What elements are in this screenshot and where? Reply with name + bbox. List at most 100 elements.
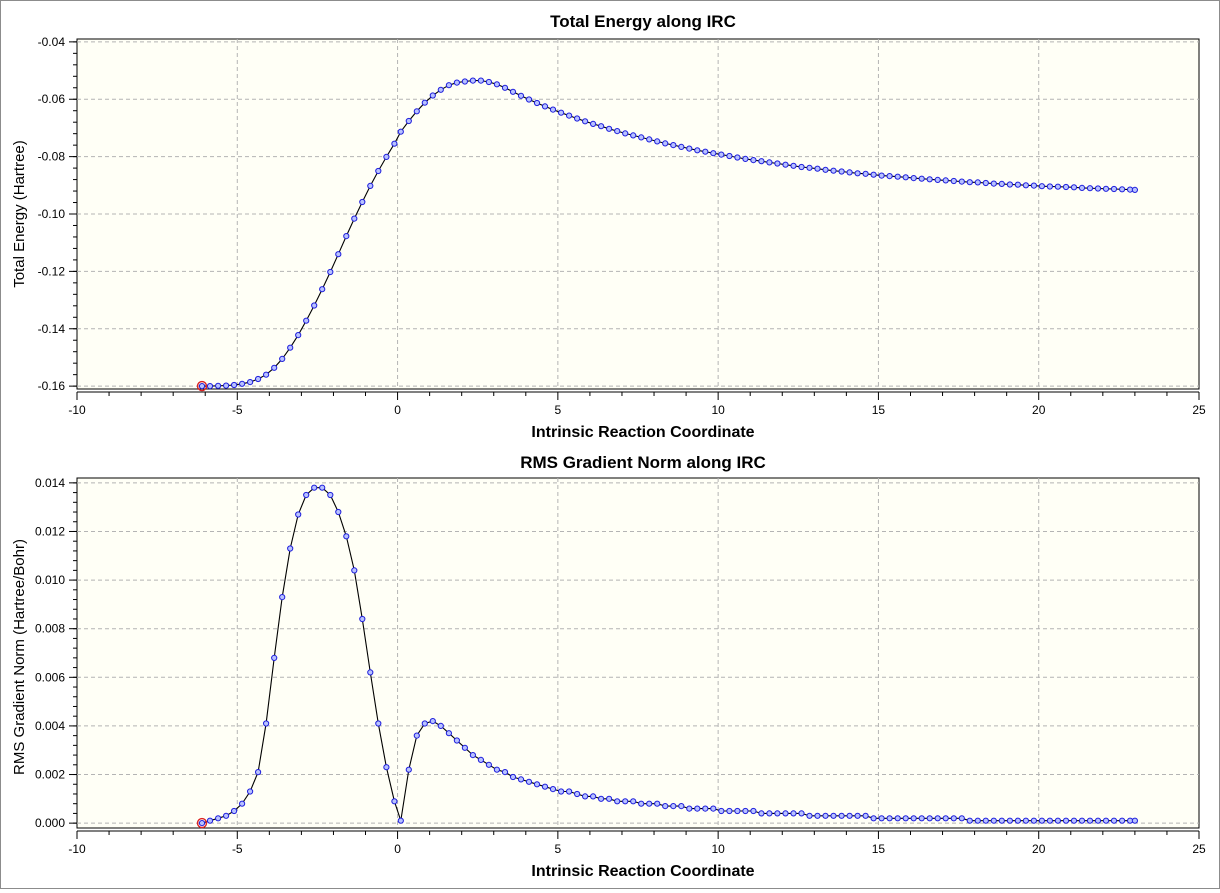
- data-point: [198, 820, 206, 827]
- data-point: [654, 138, 661, 145]
- data-point: [1022, 182, 1030, 189]
- data-point: [606, 125, 613, 132]
- data-point: [846, 169, 853, 176]
- data-point: [1086, 817, 1094, 824]
- data-point: [343, 533, 350, 540]
- data-point: [950, 177, 957, 185]
- data-point: [814, 165, 821, 172]
- data-point: [327, 268, 334, 276]
- current-point-marker: [196, 817, 208, 829]
- data-point: [830, 812, 837, 819]
- data-point: [405, 766, 412, 773]
- data-point: [958, 815, 965, 822]
- data-point: [1131, 817, 1139, 824]
- data-point: [1054, 817, 1062, 824]
- data-point: [517, 776, 525, 783]
- data-point: [702, 805, 709, 812]
- data-point: [598, 795, 605, 802]
- data-point: [926, 815, 933, 822]
- data-point: [678, 803, 685, 810]
- data-point: [790, 162, 797, 169]
- x-tick-label: 20: [1032, 403, 1046, 417]
- x-axis-label: Intrinsic Reaction Coordinate: [531, 863, 754, 880]
- y-tick-label: 0.010: [35, 573, 65, 587]
- data-point: [303, 491, 310, 499]
- x-tick-label: 0: [394, 842, 401, 856]
- data-point: [469, 752, 476, 759]
- data-point: [758, 810, 765, 817]
- data-point: [886, 815, 893, 822]
- total-energy-chart: Total Energy along IRC -10 -5 0 5 10 15 20 25 -0…: [11, 12, 1206, 441]
- data-point: [1110, 185, 1118, 193]
- data-point: [1038, 183, 1046, 190]
- data-point: [453, 737, 460, 744]
- data-point: [638, 134, 645, 141]
- data-point: [263, 720, 270, 727]
- data-point: [934, 176, 941, 183]
- data-point: [198, 383, 206, 390]
- data-point: [590, 793, 597, 800]
- data-point: [670, 803, 677, 810]
- data-point: [1030, 817, 1038, 824]
- data-point: [894, 815, 901, 822]
- data-point: [477, 756, 484, 764]
- data-point: [1070, 184, 1078, 191]
- y-tick-label: 0.008: [35, 622, 65, 636]
- data-point: [303, 317, 310, 324]
- data-point: [206, 383, 214, 390]
- data-point: [421, 720, 428, 727]
- data-point: [590, 120, 597, 128]
- data-point: [662, 140, 669, 147]
- y-axis-label: RMS Gradient Norm (Hartree/Bohr): [11, 539, 28, 775]
- data-point: [1006, 817, 1014, 824]
- data-point: [383, 764, 390, 771]
- data-point: [790, 810, 797, 817]
- series-line: [201, 487, 1135, 824]
- data-point: [990, 817, 997, 824]
- data-point: [710, 150, 717, 157]
- data-point: [239, 800, 246, 807]
- data-point: [574, 115, 581, 122]
- data-point: [870, 171, 877, 178]
- data-point: [558, 109, 565, 116]
- data-point: [734, 154, 741, 161]
- data-point: [429, 92, 436, 99]
- data-point: [501, 769, 509, 776]
- data-point: [397, 817, 404, 824]
- x-tick-label: 5: [555, 403, 562, 417]
- data-point: [477, 77, 484, 84]
- y-axis-label: Total Energy (Hartree): [11, 140, 28, 288]
- data-point: [742, 155, 749, 162]
- x-tick-label: 20: [1032, 842, 1046, 856]
- data-point: [287, 545, 294, 552]
- data-point: [942, 815, 949, 822]
- data-point: [413, 732, 420, 739]
- data-point: [509, 88, 517, 95]
- data-point: [654, 800, 661, 807]
- data-point: [383, 153, 390, 160]
- data-point: [319, 484, 326, 491]
- data-point: [1078, 817, 1086, 824]
- data-point: [541, 783, 549, 790]
- data-point: [367, 669, 374, 676]
- data-point: [231, 381, 238, 389]
- data-point: [1046, 183, 1054, 190]
- y-tick-label: 0.002: [35, 768, 65, 782]
- data-point: [1119, 186, 1126, 193]
- y-tick-label: 0.006: [35, 670, 65, 684]
- x-tick-label: -10: [68, 403, 86, 417]
- data-point: [854, 812, 861, 819]
- y-tick-label: 0.004: [35, 719, 65, 733]
- data-point: [734, 807, 741, 815]
- data-point: [1006, 181, 1014, 188]
- data-point: [702, 148, 709, 155]
- data-point: [614, 128, 621, 135]
- rms-gradient-chart: RMS Gradient Norm along IRC -10 -5 0 5 10 15 2…: [11, 453, 1206, 880]
- data-point: [1022, 817, 1030, 824]
- data-point: [774, 810, 781, 817]
- data-point: [437, 86, 444, 93]
- data-point: [493, 81, 500, 88]
- data-point: [622, 130, 629, 137]
- data-point: [517, 92, 525, 99]
- data-point: [413, 108, 420, 115]
